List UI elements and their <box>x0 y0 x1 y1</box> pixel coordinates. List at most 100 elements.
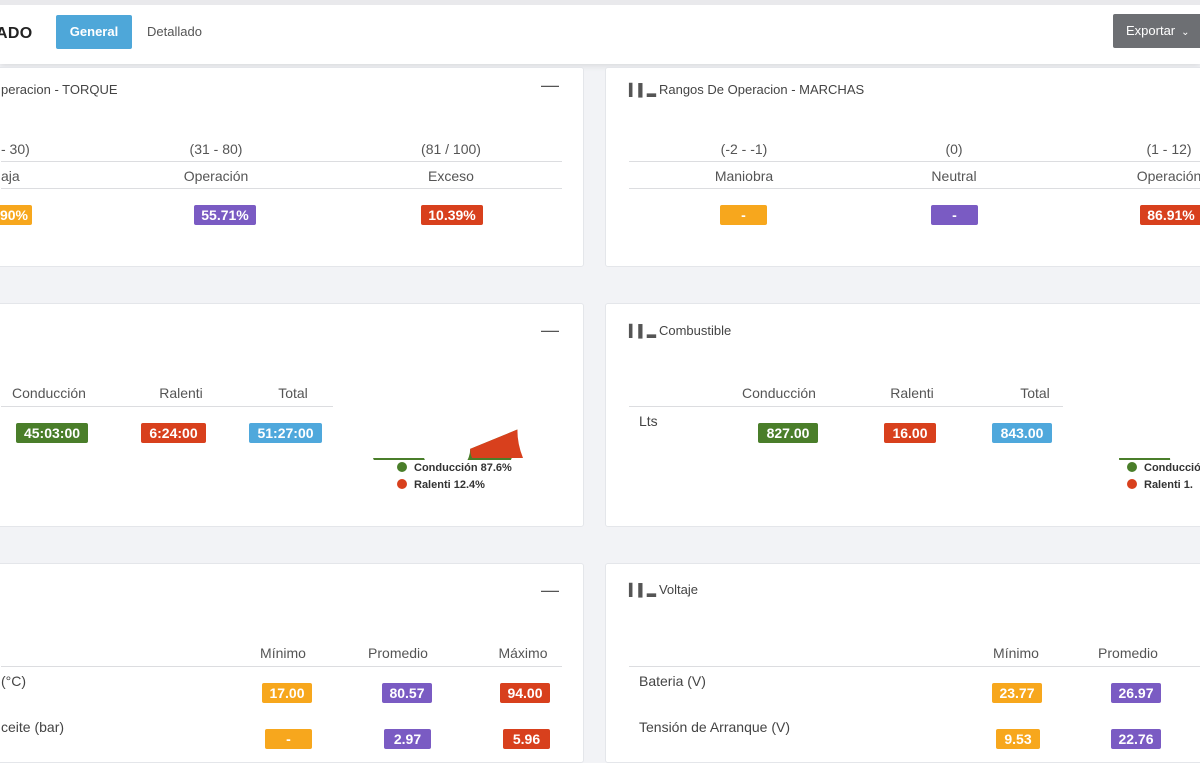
value-badge: 5.96 <box>503 729 550 749</box>
divider <box>629 406 1063 407</box>
export-label: Exportar <box>1126 23 1176 38</box>
divider <box>1 188 562 189</box>
card-title: ▍▌▂ Combustible <box>629 323 731 338</box>
column-header: Ralenti <box>159 385 203 401</box>
row-label: Lts <box>639 413 658 429</box>
tiempo-card: — Conducción Ralenti Total 45:03:00 6:24… <box>0 303 584 527</box>
row-label: Bateria (V) <box>639 673 706 689</box>
card-title-text: Voltaje <box>658 582 699 597</box>
category-label: Operación <box>1136 168 1200 184</box>
column-header: Promedio <box>1098 645 1158 661</box>
collapse-icon[interactable]: — <box>541 580 559 600</box>
column-header: Total <box>1020 385 1050 401</box>
value-badge: 80.57 <box>382 683 432 703</box>
collapse-icon[interactable]: — <box>541 320 559 340</box>
legend-item: Conducción 87.6% <box>397 462 512 474</box>
combustible-card: ▍▌▂ Combustible Conducción Ralenti Total … <box>605 303 1200 527</box>
temperatura-card: — Mínimo Promedio Máximo (°C) 17.00 80.5… <box>0 563 584 763</box>
category-label: aja <box>1 168 20 184</box>
marchas-operacion-badge: 86.91% <box>1140 205 1200 225</box>
legend-dot <box>397 462 407 472</box>
export-button[interactable]: Exportar ⌄ <box>1113 14 1200 48</box>
torque-exceso-badge: 10.39% <box>421 205 483 225</box>
column-header: Ralenti <box>890 385 934 401</box>
card-title-text: Combustible <box>658 323 732 338</box>
marchas-maniobra-badge: - <box>720 205 767 225</box>
range-label: (0) <box>945 141 963 157</box>
range-label: (81 / 100) <box>421 141 481 157</box>
divider <box>629 666 1200 667</box>
voltaje-card: ▍▌▂ Voltaje Mínimo Promedio Bateria (V) 2… <box>605 563 1200 763</box>
value-badge: - <box>265 729 312 749</box>
tiempo-semi-donut-chart <box>373 429 523 460</box>
value-badge: 94.00 <box>500 683 550 703</box>
marchas-neutral-badge: - <box>931 205 978 225</box>
legend-item: Conducción <box>1127 462 1200 474</box>
column-header: Mínimo <box>260 645 306 661</box>
category-label: Neutral <box>931 168 977 184</box>
row-label: (°C) <box>1 673 27 689</box>
legend-dot <box>1127 479 1137 489</box>
marchas-card: ▍▌▂ Rangos De Operacion - MARCHAS (-2 - -… <box>605 67 1200 267</box>
column-header: Conducción <box>12 385 86 401</box>
divider <box>629 161 1200 162</box>
category-label: Maniobra <box>714 168 774 184</box>
combustible-ralenti-badge: 16.00 <box>884 423 936 443</box>
divider <box>1 161 562 162</box>
tiempo-total-badge: 51:27:00 <box>249 423 322 443</box>
chart-slice-ralenti <box>470 429 523 458</box>
legend-dot <box>1127 462 1137 472</box>
bar-chart-icon: ▍▌▂ <box>629 583 656 597</box>
legend-label: Ralenti 1. <box>1144 479 1193 491</box>
bar-chart-icon: ▍▌▂ <box>629 83 656 97</box>
legend-item: Ralenti 12.4% <box>397 479 485 491</box>
value-badge: 22.76 <box>1111 729 1161 749</box>
card-title: peracion - TORQUE <box>1 82 118 97</box>
divider <box>629 188 1200 189</box>
column-header: Total <box>278 385 308 401</box>
card-title-text: Rangos De Operacion - MARCHAS <box>658 82 865 97</box>
range-label: (31 - 80) <box>189 141 243 157</box>
range-label: (-2 - -1) <box>720 141 768 157</box>
column-header: Máximo <box>498 645 548 661</box>
value-badge: 17.00 <box>262 683 312 703</box>
value-badge: 9.53 <box>996 729 1040 749</box>
card-title: ▍▌▂ Voltaje <box>629 582 698 597</box>
divider <box>1 666 562 667</box>
divider <box>1 406 333 407</box>
bar-chart-icon: ▍▌▂ <box>629 324 656 338</box>
range-label: - 30) <box>1 141 30 157</box>
tab-detallado[interactable]: Detallado <box>147 24 202 39</box>
category-label: Operación <box>183 168 249 184</box>
range-label: (1 - 12) <box>1146 141 1192 157</box>
page-title: ADO <box>0 25 33 42</box>
legend-dot <box>397 479 407 489</box>
torque-baja-badge: 90% <box>0 205 32 225</box>
combustible-total-badge: 843.00 <box>992 423 1052 443</box>
value-badge: 26.97 <box>1111 683 1161 703</box>
value-badge: 2.97 <box>384 729 431 749</box>
value-badge: 23.77 <box>992 683 1042 703</box>
column-header: Conducción <box>742 385 816 401</box>
row-label: Tensión de Arranque (V) <box>639 719 790 735</box>
tab-general[interactable]: General <box>56 15 132 49</box>
torque-operacion-badge: 55.71% <box>194 205 256 225</box>
legend-label: Ralenti 12.4% <box>414 479 485 491</box>
chart-slice-conduccion <box>1119 458 1171 460</box>
tiempo-ralenti-badge: 6:24:00 <box>141 423 206 443</box>
column-header: Mínimo <box>993 645 1039 661</box>
torque-card: peracion - TORQUE — - 30) (31 - 80) (81 … <box>0 67 584 267</box>
tiempo-conduccion-badge: 45:03:00 <box>16 423 88 443</box>
column-header: Promedio <box>368 645 428 661</box>
collapse-icon[interactable]: — <box>541 75 559 95</box>
combustible-conduccion-badge: 827.00 <box>758 423 818 443</box>
row-label: ceite (bar) <box>1 719 65 735</box>
category-label: Exceso <box>428 168 474 184</box>
legend-item: Ralenti 1. <box>1127 479 1193 491</box>
legend-label: Conducción 87.6% <box>414 462 512 474</box>
legend-label: Conducción <box>1144 462 1200 474</box>
top-toolbar: ADO General Detallado Exportar ⌄ <box>0 0 1200 64</box>
chevron-down-icon: ⌄ <box>1181 27 1190 38</box>
combustible-semi-donut-chart <box>1119 458 1171 460</box>
card-title: ▍▌▂ Rangos De Operacion - MARCHAS <box>629 82 864 97</box>
